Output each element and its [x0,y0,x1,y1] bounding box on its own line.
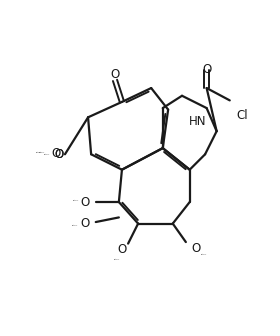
Text: O: O [51,147,60,160]
Text: O: O [80,217,90,230]
Text: O: O [54,148,64,161]
Text: O: O [191,242,200,255]
Text: methoxy: methoxy [36,151,42,153]
Text: methoxy: methoxy [43,154,50,155]
Text: methoxy: methoxy [39,152,45,153]
Text: methoxy: methoxy [72,224,78,226]
Text: methoxy: methoxy [73,200,79,201]
Text: HN: HN [189,116,206,128]
Text: O: O [202,63,211,76]
Text: O: O [80,196,90,209]
Text: O: O [117,243,127,256]
Text: Cl: Cl [236,109,248,122]
Text: methoxy: methoxy [200,254,207,255]
Text: methoxy: methoxy [113,258,120,260]
Text: O: O [54,148,64,161]
Text: O: O [110,69,120,81]
